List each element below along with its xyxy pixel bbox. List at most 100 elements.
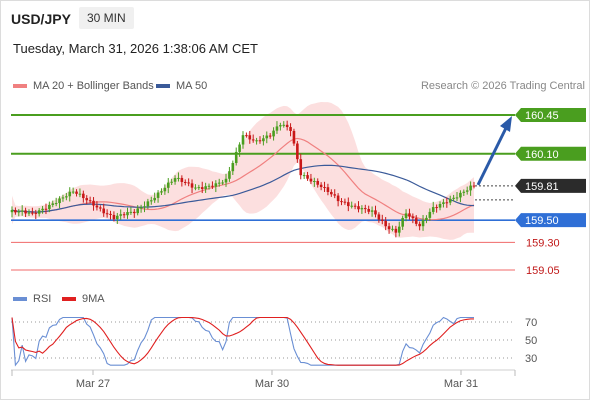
candle-body-86 (302, 175, 306, 177)
candle-body-14 (58, 198, 61, 204)
candlesticks (10, 120, 476, 238)
candle-body-133 (462, 191, 466, 193)
legend-rsi: RSI (13, 293, 51, 305)
candle-body-95 (333, 194, 337, 196)
legend-ma50: MA 50 (156, 80, 207, 92)
candle-body-32 (119, 214, 123, 216)
candle-body-128 (445, 202, 449, 204)
candle-body-36 (132, 211, 136, 214)
legend-ma50-label: MA 50 (176, 80, 208, 92)
candle-body-50 (180, 177, 184, 182)
candle-body-127 (442, 202, 445, 204)
legend-9ma-swatch (62, 297, 76, 301)
candle-body-105 (367, 208, 370, 212)
candle-body-17 (68, 191, 72, 197)
candle-body-45 (163, 187, 167, 192)
candle-body-8 (37, 210, 41, 214)
candle-body-60 (214, 183, 218, 187)
candle-body-122 (425, 217, 428, 221)
candle-body-119 (414, 218, 418, 224)
candle-body-93 (326, 187, 330, 192)
candle-body-82 (289, 127, 292, 131)
candle-body-0 (10, 209, 14, 213)
candle-body-65 (231, 162, 235, 172)
candle-body-109 (380, 219, 384, 221)
candle-body-34 (126, 212, 129, 216)
level-label-0: 160.45 (525, 110, 559, 122)
timeframe-badge[interactable]: 30 MIN (79, 7, 134, 29)
candle-body-121 (421, 220, 425, 227)
candle-body-7 (34, 212, 38, 214)
candle-body-68 (241, 135, 245, 145)
candle-body-117 (408, 213, 411, 217)
candle-body-80 (282, 124, 286, 126)
time-tick-label-2: Mar 31 (444, 378, 478, 390)
research-credit: Research © 2026 Trading Central (420, 80, 585, 92)
ma20-line (11, 137, 475, 221)
candle-body-110 (384, 220, 387, 227)
candle-body-94 (330, 191, 333, 195)
candle-body-62 (221, 182, 224, 184)
level-labels: 160.45 160.10 159.50 159.30 159.05 159.81 (515, 108, 586, 277)
candle-body-130 (452, 197, 455, 199)
candle-body-66 (234, 151, 238, 163)
currency-pair-title: USD/JPY (11, 11, 71, 27)
candle-body-46 (166, 182, 170, 188)
candle-body-125 (435, 207, 438, 209)
candle-body-21 (82, 193, 85, 199)
candle-body-98 (343, 201, 347, 203)
candle-body-132 (459, 192, 462, 198)
candle-body-10 (44, 208, 48, 210)
candle-body-18 (71, 191, 75, 193)
candle-body-51 (183, 181, 187, 183)
time-axis: Mar 27 Mar 30 Mar 31 (11, 369, 516, 390)
legend-9ma-label: 9MA (82, 293, 105, 305)
level-label-4: 159.05 (526, 265, 560, 277)
candle-body-112 (391, 228, 394, 230)
candle-body-42 (153, 197, 156, 201)
candle-body-52 (187, 182, 190, 184)
candle-body-63 (224, 178, 228, 183)
candle-body-37 (136, 208, 139, 214)
candle-body-1 (14, 209, 17, 213)
candle-body-116 (404, 213, 408, 218)
candle-body-100 (350, 205, 354, 207)
candle-body-101 (353, 205, 357, 207)
time-tick-label-0: Mar 27 (76, 378, 110, 390)
candle-body-11 (48, 204, 51, 210)
candle-body-55 (197, 187, 201, 189)
candle-body-129 (448, 198, 452, 203)
current-price-label: 159.81 (525, 181, 559, 193)
candle-body-70 (248, 135, 252, 140)
bollinger-band-fill (12, 102, 474, 240)
candle-body-64 (228, 171, 231, 179)
candle-body-115 (401, 217, 404, 227)
candle-body-5 (27, 212, 31, 214)
candle-body-29 (109, 213, 112, 215)
legend-9ma: 9MA (62, 293, 105, 305)
candle-body-72 (255, 140, 258, 142)
candle-body-120 (418, 223, 421, 227)
candle-body-19 (75, 191, 78, 194)
candle-body-33 (122, 214, 126, 216)
candle-body-96 (336, 195, 340, 202)
candle-body-67 (238, 144, 241, 152)
level-tag-1 (515, 146, 586, 161)
candle-body-74 (262, 138, 265, 142)
legend-rsi-swatch (13, 297, 27, 301)
candle-body-31 (116, 215, 119, 220)
candle-body-22 (85, 198, 89, 201)
candle-body-84 (296, 143, 299, 160)
candle-body-78 (275, 126, 279, 131)
candle-body-90 (316, 180, 320, 185)
candle-body-58 (207, 185, 211, 187)
rsi-panel: 70 50 30 (11, 316, 537, 367)
level-tag-0 (515, 108, 586, 122)
moving-averages (11, 137, 475, 221)
level-label-1: 160.10 (525, 149, 559, 161)
candle-body-88 (309, 178, 313, 182)
candle-body-57 (204, 186, 207, 189)
candle-body-111 (387, 226, 391, 230)
legend-ma20-label: MA 20 + Bollinger Bands (33, 80, 154, 92)
candle-body-71 (251, 139, 255, 141)
